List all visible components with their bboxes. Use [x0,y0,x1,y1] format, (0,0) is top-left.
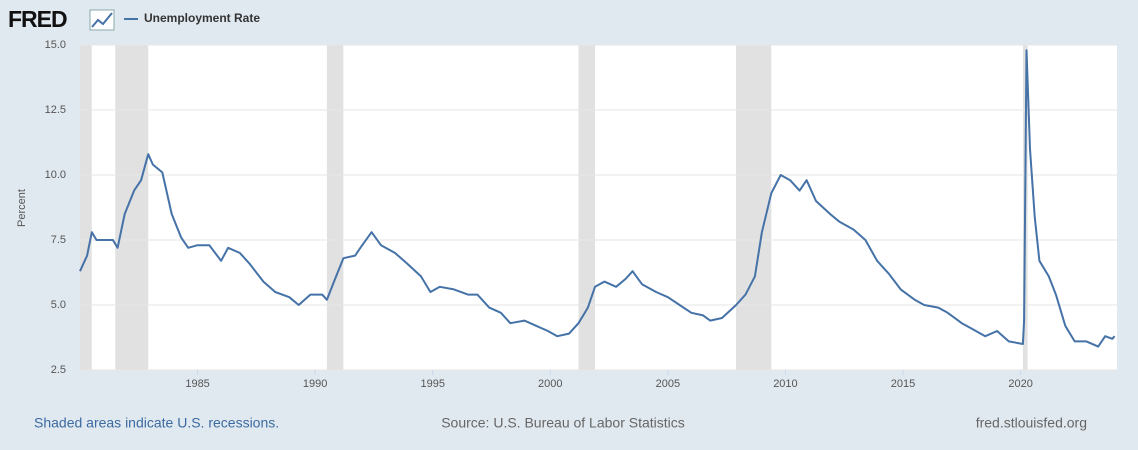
note: Shaded areas indicate U.S. recessions. [34,415,279,431]
recession-band [80,45,92,370]
y-tick-label: 12.5 [45,104,66,116]
logo: FRED [8,6,67,32]
series-line [79,49,1116,348]
source: Source: U.S. Bureau of Labor Statistics [441,415,685,431]
x-tick-label: 2000 [538,378,562,390]
x-tick-label: 2020 [1008,378,1032,390]
y-tick-label: 10.0 [45,169,66,181]
x-tick-label: 2015 [891,378,915,390]
recession-band [736,45,772,370]
x-tick-label: 2010 [773,378,797,390]
y-tick-label: 2.5 [51,364,66,376]
x-tick-label: 1985 [185,378,209,390]
plot-area [80,45,1117,370]
x-tick-label: 2005 [656,378,680,390]
legend-label: Unemployment Rate [144,11,260,25]
y-tick-label: 7.5 [51,234,66,246]
y-tick-label: 15.0 [45,39,66,51]
recession-band [578,45,595,370]
y-tick-label: 5.0 [51,299,66,311]
recession-band [115,45,149,370]
site: fred.stlouisfed.org [976,415,1087,431]
y-axis-label: Percent [16,189,28,227]
x-tick-label: 1995 [420,378,444,390]
x-tick-label: 1990 [303,378,327,390]
recession-band [326,45,344,370]
logo-icon [89,9,115,31]
